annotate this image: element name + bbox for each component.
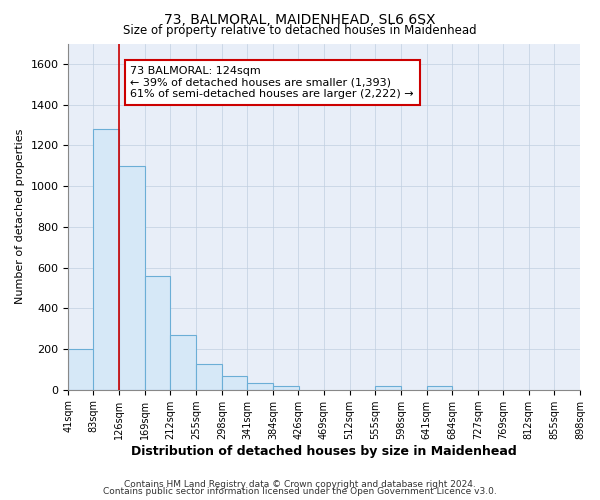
Bar	[222, 376, 247, 390]
Bar	[247, 382, 273, 390]
Bar	[196, 364, 222, 390]
Bar	[170, 334, 196, 390]
Text: 73 BALMORAL: 124sqm
← 39% of detached houses are smaller (1,393)
61% of semi-det: 73 BALMORAL: 124sqm ← 39% of detached ho…	[130, 66, 414, 99]
Text: 73, BALMORAL, MAIDENHEAD, SL6 6SX: 73, BALMORAL, MAIDENHEAD, SL6 6SX	[164, 12, 436, 26]
Bar	[94, 129, 119, 390]
Bar	[375, 386, 401, 390]
X-axis label: Distribution of detached houses by size in Maidenhead: Distribution of detached houses by size …	[131, 444, 517, 458]
Bar	[145, 276, 170, 390]
Bar	[119, 166, 145, 390]
Y-axis label: Number of detached properties: Number of detached properties	[15, 129, 25, 304]
Text: Contains public sector information licensed under the Open Government Licence v3: Contains public sector information licen…	[103, 488, 497, 496]
Text: Contains HM Land Registry data © Crown copyright and database right 2024.: Contains HM Land Registry data © Crown c…	[124, 480, 476, 489]
Bar	[273, 386, 299, 390]
Bar	[427, 386, 452, 390]
Text: Size of property relative to detached houses in Maidenhead: Size of property relative to detached ho…	[123, 24, 477, 37]
Bar	[68, 349, 94, 390]
